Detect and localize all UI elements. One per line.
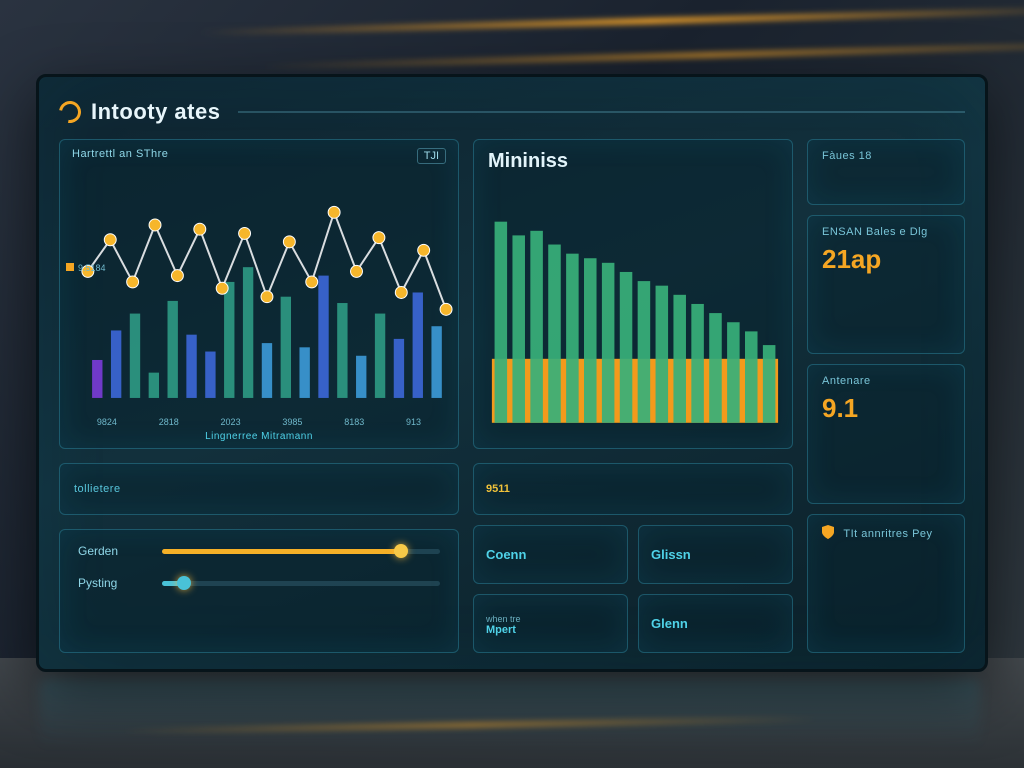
bar-chart-panel: Mininiss	[473, 139, 793, 449]
combo-chart-tag: TJI	[417, 148, 446, 164]
stat-box-0[interactable]: Fàues 18	[807, 139, 965, 205]
stat-label-text: TIt annritres Pey	[843, 528, 932, 540]
divider-bar: tollietere	[59, 463, 459, 515]
stat-value: 21ap	[822, 244, 950, 275]
stat-label: TIt annritres Pey	[822, 525, 950, 542]
page-title: Intooty ates	[91, 99, 220, 125]
logo-icon	[55, 97, 86, 128]
combo-chart-title: Hartrettl an SThre	[60, 140, 458, 160]
header-bar: Intooty ates	[59, 95, 965, 129]
x-tick-label: 3985	[282, 417, 302, 427]
sliders-panel: Gerden Pysting	[59, 529, 459, 653]
x-tick-label: 8183	[344, 417, 364, 427]
slider-0[interactable]: Gerden	[78, 544, 440, 558]
slider-knob[interactable]	[177, 576, 191, 590]
slider-fill	[162, 549, 401, 554]
slider-label: Pysting	[78, 576, 148, 590]
combo-chart-legend: 9.5184	[66, 263, 106, 273]
tile-label: Glenn	[651, 616, 780, 631]
slider-label: Gerden	[78, 544, 148, 558]
tile-sub: when tre	[486, 614, 615, 624]
screen-reflection	[40, 678, 980, 748]
tile-1[interactable]: Glissn	[638, 525, 793, 584]
tile-grid: 9511 Coenn Glissn when tre Mpert Glenn	[473, 463, 793, 653]
slider-track[interactable]	[162, 581, 440, 586]
x-tick-label: 2818	[159, 417, 179, 427]
stat-box-3[interactable]: TIt annritres Pey	[807, 514, 965, 653]
combo-chart-panel: Hartrettl an SThre TJI 9.5184 9824 2818 20…	[59, 139, 459, 449]
combo-chart-xlabels: 9824 2818 2023 3985 8183 913	[60, 417, 458, 431]
tile-3[interactable]: Glenn	[638, 594, 793, 653]
tile-0[interactable]: Coenn	[473, 525, 628, 584]
slider-track[interactable]	[162, 549, 440, 554]
combo-chart-canvas	[60, 160, 458, 417]
stats-column: Fàues 18 ENSAN Bales e Dlg 21ap Antenare…	[807, 139, 965, 653]
stat-box-1[interactable]: ENSAN Bales e Dlg 21ap	[807, 215, 965, 354]
stat-box-2[interactable]: Antenare 9.1	[807, 364, 965, 503]
shield-icon	[822, 525, 834, 542]
bar-chart-title: Mininiss	[474, 140, 792, 177]
combo-chart-caption: Lingnerree Mitramann	[60, 431, 458, 448]
tile-label: Glissn	[651, 547, 780, 562]
bar-chart-canvas	[474, 177, 792, 448]
x-tick-label: 913	[406, 417, 421, 427]
stat-label: ENSAN Bales e Dlg	[822, 226, 950, 238]
stat-label: Fàues 18	[822, 150, 950, 162]
stat-value: 9.1	[822, 393, 950, 424]
x-tick-label: 2023	[221, 417, 241, 427]
tile-2[interactable]: when tre Mpert	[473, 594, 628, 653]
tile-header: 9511	[473, 463, 793, 515]
slider-knob[interactable]	[394, 544, 408, 558]
ambient-light-streak	[260, 40, 1024, 70]
legend-label: 9.5184	[78, 263, 106, 273]
tile-label: Mpert	[486, 624, 615, 636]
dashboard-screen: Intooty ates Hartrettl an SThre TJI 9.51…	[36, 74, 988, 672]
stat-label: Antenare	[822, 375, 950, 387]
slider-1[interactable]: Pysting	[78, 576, 440, 590]
divider-label: tollietere	[74, 483, 121, 495]
dashboard-grid: Hartrettl an SThre TJI 9.5184 9824 2818 20…	[59, 139, 965, 653]
x-tick-label: 9824	[97, 417, 117, 427]
header-rule	[238, 111, 965, 113]
tile-label: Coenn	[486, 547, 615, 562]
ambient-light-streak	[200, 6, 1024, 36]
tile-badge: 9511	[486, 483, 780, 495]
